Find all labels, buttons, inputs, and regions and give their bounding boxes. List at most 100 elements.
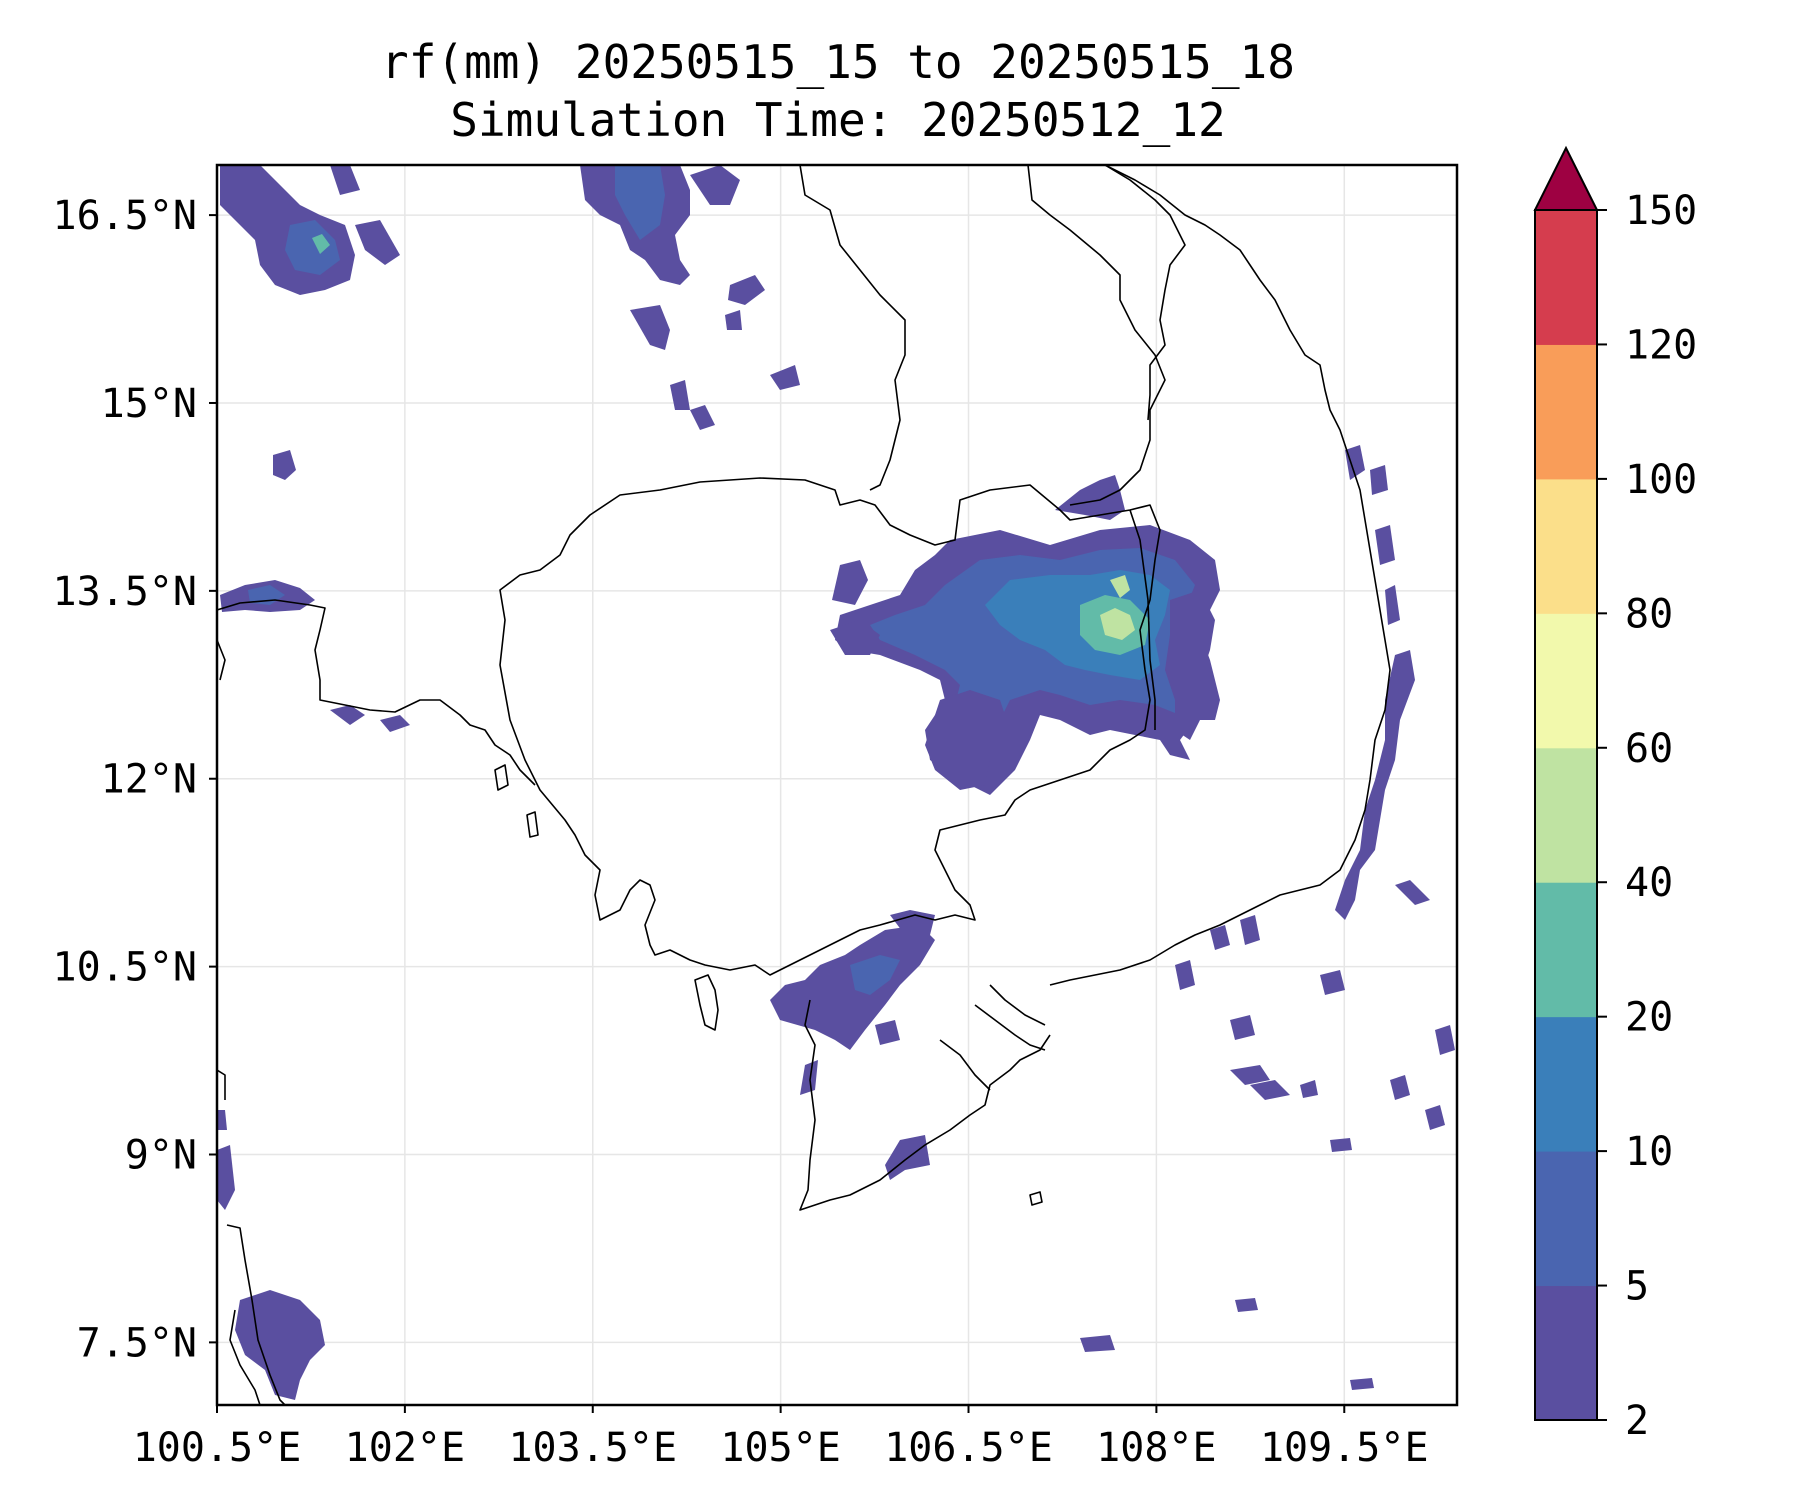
lon-tick-label: 105°E (720, 1425, 840, 1471)
rain-cell-coast-north-4 (1385, 585, 1400, 625)
vietnam-laos-border (1104, 165, 1186, 421)
rain-cell-north-center-7 (690, 405, 715, 430)
rain-cell-east-highlands (1165, 590, 1215, 740)
island-1 (494, 764, 509, 791)
lat-tick-label: 12°N (101, 757, 197, 803)
rain-cell-southwest-highlands (925, 690, 1010, 790)
colorbar: 2 5 10 20 40 60 80 100 120 150 (1533, 145, 1697, 1444)
colorbar-tick-label: 100 (1625, 457, 1697, 503)
island-3 (1029, 1191, 1043, 1206)
mekong-branch-2 (974, 1004, 1046, 1051)
title-line-2: Simulation Time: 20250512_12 (450, 93, 1225, 147)
lat-tick-label: 9°N (125, 1132, 197, 1178)
rain-cell-offshore-7 (1230, 1065, 1270, 1085)
rain-cell-north-center-5 (770, 365, 800, 390)
colorbar-segment (1535, 478, 1597, 614)
rain-cell-west-small-3 (380, 715, 410, 732)
rain-cell-southwest-2 (217, 1145, 235, 1210)
colorbar-tick-label: 40 (1625, 860, 1673, 906)
rain-cell-delta-isolated (800, 1060, 818, 1095)
rain-cell-offshore-3 (1395, 880, 1430, 905)
rain-cell-northwest-2 (330, 165, 360, 195)
map-frame (215, 163, 1459, 1407)
laos-border-south (1027, 165, 1166, 506)
rain-cell-west-small-1 (273, 450, 296, 480)
mekong-delta-coast (799, 999, 1051, 1211)
lon-tick-label: 109.5°E (1260, 1425, 1429, 1471)
colorbar-segments (1535, 210, 1597, 1421)
colorbar-tick-label: 80 (1625, 591, 1673, 637)
rainfall-contours (217, 165, 1455, 1400)
rain-cell-delta-small (875, 1020, 900, 1045)
latitude-axis: 16.5°N 15°N 13.5°N 12°N 10.5°N 9°N 7.5°N (53, 193, 217, 1366)
colorbar-segment (1535, 882, 1597, 1018)
colorbar-frame (1534, 209, 1598, 1421)
rain-cell-coast-north-2 (1370, 465, 1388, 495)
lat-tick-label: 7.5°N (77, 1320, 197, 1366)
vietnam-cambodia-border (1129, 509, 1156, 730)
rain-cell-north-center-2 (690, 165, 740, 205)
rain-cell-coast-north-3 (1375, 525, 1395, 565)
colorbar-tick-label: 60 (1625, 726, 1673, 772)
mekong-branch-3 (989, 984, 1046, 1026)
colorbar-ticks: 2 5 10 20 40 60 80 100 120 150 (1597, 188, 1697, 1444)
rain-cell-vietnam-coast (1335, 650, 1415, 920)
rain-cell-offshore-12 (1435, 1025, 1455, 1055)
rain-cell-offshore-11 (1425, 1105, 1445, 1130)
rain-cell-north-center-4 (630, 305, 670, 350)
island-2 (526, 811, 539, 838)
malay-peninsula-3 (229, 1309, 261, 1405)
colorbar-segment (1535, 613, 1597, 749)
malay-peninsula-2 (217, 1069, 226, 1100)
rain-cell-central-highlands-60mm (1100, 608, 1135, 640)
rain-cell-mekong-delta-10mm (850, 955, 900, 995)
map-panel (217, 165, 1457, 1405)
rain-cell-offshore-10 (1390, 1075, 1410, 1100)
colorbar-tick-label: 2 (1625, 1398, 1649, 1444)
colorbar-segment (1535, 1151, 1597, 1287)
rain-cell-north-center-3 (728, 275, 765, 305)
phu-quoc-island (694, 974, 719, 1031)
rain-cell-offshore-6 (1230, 1015, 1255, 1040)
colorbar-tick-label: 120 (1625, 322, 1697, 368)
rain-cell-offshore-9 (1300, 1080, 1318, 1098)
rain-cell-mekong-delta (770, 925, 935, 1050)
lat-tick-label: 13.5°N (53, 569, 198, 615)
lat-tick-label: 16.5°N (53, 193, 198, 239)
lon-tick-label: 103.5°E (508, 1425, 677, 1471)
lat-tick-label: 10.5°N (53, 945, 198, 991)
rain-cell-tonle-sap (832, 560, 868, 605)
title-line-1: rf(mm) 20250515_15 to 20250515_18 (381, 35, 1295, 89)
rain-cell-west-small-2 (330, 705, 365, 725)
rain-cell-offshore-16 (1350, 1378, 1374, 1390)
rain-cell-southwest (235, 1290, 325, 1400)
colorbar-segment (1535, 344, 1597, 480)
rain-cell-offshore-2 (1210, 925, 1230, 950)
colorbar-segment (1535, 1285, 1597, 1421)
rain-cell-northwest-20mm (312, 234, 330, 254)
rain-cell-north-center-6 (670, 380, 690, 410)
rain-cell-north-center-10mm (615, 165, 665, 240)
coastlines-borders (217, 165, 1391, 1405)
rain-cell-north-highlands (1055, 475, 1125, 520)
colorbar-tick-label: 150 (1625, 188, 1697, 234)
lon-tick-label: 102°E (345, 1425, 465, 1471)
lon-tick-label: 106.5°E (884, 1425, 1053, 1471)
rain-cell-offshore-1 (1240, 915, 1260, 945)
rain-cell-coast-north-1 (1345, 445, 1365, 480)
rain-cell-offshore-15 (1080, 1335, 1115, 1352)
vietnam-coast (1049, 165, 1391, 986)
rain-cell-central-highlands-peak (1110, 575, 1130, 598)
rain-cell-west-plains (830, 620, 880, 655)
rain-cell-offshore-13 (1330, 1138, 1352, 1152)
colorbar-tick-label: 10 (1625, 1129, 1673, 1175)
rain-cell-offshore-4 (1320, 970, 1345, 995)
rain-cell-offshore-5 (1175, 960, 1195, 990)
mekong-branch-1 (939, 1039, 991, 1091)
rain-cell-offshore-14 (1235, 1298, 1258, 1312)
rain-cell-delta-north (890, 910, 935, 935)
rain-cell-offshore-8 (1250, 1080, 1290, 1100)
colorbar-tick-label: 5 (1625, 1264, 1649, 1310)
